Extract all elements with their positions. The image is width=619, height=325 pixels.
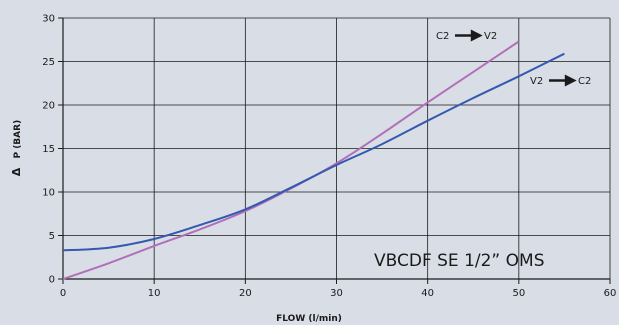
chart-title: VBCDF SE 1/2” OMS [374,251,544,271]
series-layer [62,40,565,280]
y-tick-label: 5 [49,231,55,242]
arrow-right-icon [455,29,483,42]
x-tick-label: 10 [148,288,161,299]
series-label-v2-c2-target: C2 [578,76,591,87]
series-line-1 [62,52,565,252]
y-tick-label: 25 [42,57,55,68]
tick-labels: 0 5 10 15 20 25 30 0 10 20 30 40 50 60 [42,14,616,300]
svg-text:Δ P (BAR): Δ P (BAR) [10,120,23,176]
y-tick-label: 0 [49,275,55,286]
x-tick-label: 20 [239,288,252,299]
series-label-c2-v2-target: V2 [484,31,497,42]
x-tick-label: 40 [421,288,434,299]
x-tick-label: 50 [512,288,525,299]
x-tick-label: 30 [330,288,343,299]
series-label-c2-v2: C2 [436,31,449,42]
y-tick-label: 15 [42,144,55,155]
y-tick-label: 30 [42,14,55,25]
x-tick-label: 60 [604,288,617,299]
x-tick-label: 0 [60,288,66,299]
x-axis-title: FLOW (l/min) [276,314,342,324]
y-tick-label: 10 [42,188,55,199]
arrow-right-icon [549,74,577,87]
grid [58,17,611,284]
series-label-v2-c2: V2 [530,76,543,87]
delta-symbol: Δ [10,167,23,176]
y-tick-label: 20 [42,101,55,112]
y-axis-title: Δ P (BAR) [10,120,23,176]
